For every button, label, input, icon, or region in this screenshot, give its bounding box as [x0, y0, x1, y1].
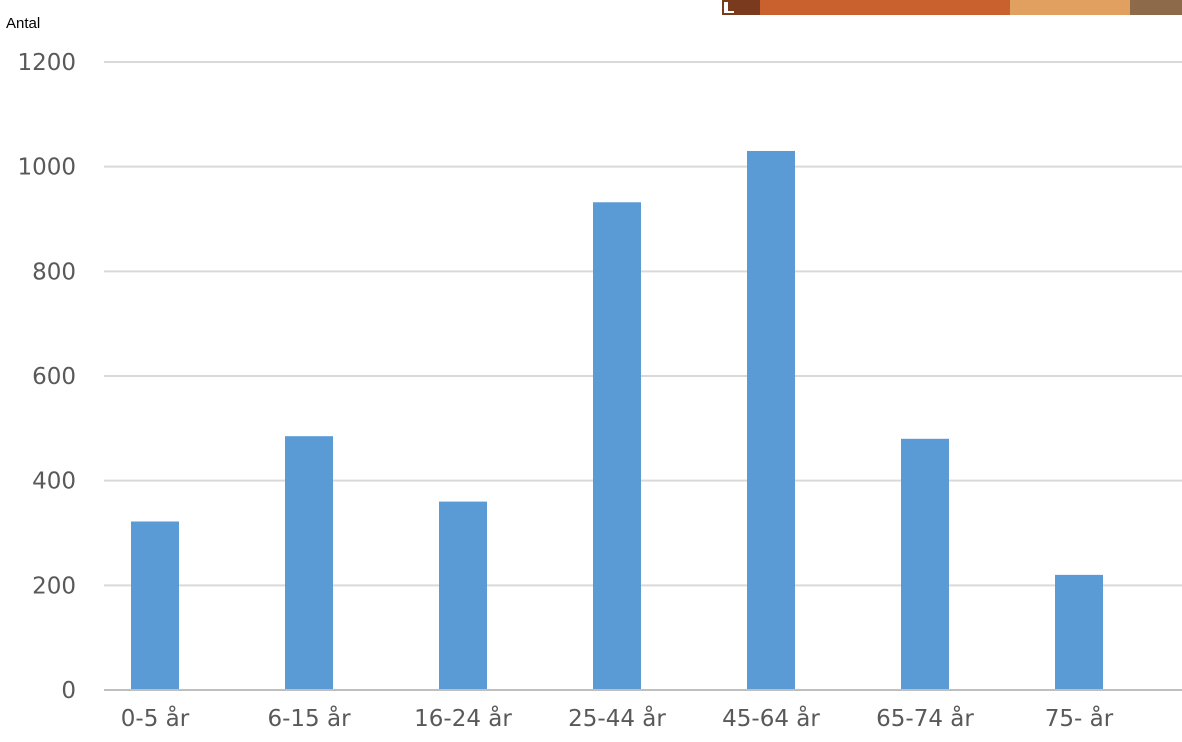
- x-tick-label: 16-24 år: [414, 704, 512, 732]
- x-tick-label: 6-15 år: [267, 704, 351, 732]
- y-tick-label: 600: [32, 364, 76, 390]
- corner-photo-image: [722, 0, 1182, 15]
- x-tick-label: 0-5 år: [121, 704, 190, 732]
- y-tick-label: 1000: [17, 155, 76, 181]
- y-tick-label: 400: [32, 469, 76, 495]
- bar: [901, 438, 949, 690]
- x-tick-label: 75- år: [1045, 704, 1114, 732]
- bar: [1055, 574, 1103, 690]
- y-axis-label: Antal: [6, 15, 40, 32]
- bar: [747, 150, 795, 690]
- y-tick-label: 200: [32, 573, 76, 599]
- y-tick-label: 800: [32, 259, 76, 285]
- y-tick-label: 1200: [17, 50, 76, 76]
- tick-labels: 0 200 400 600 800 1000 1200 0-5 år 6-15 år 16-24 …: [17, 50, 1113, 732]
- x-tick-label: 65-74 år: [876, 704, 974, 732]
- bar: [593, 202, 641, 690]
- bar: [439, 501, 487, 690]
- bars: [131, 150, 1103, 690]
- bar: [285, 436, 333, 690]
- x-tick-label: 25-44 år: [568, 704, 666, 732]
- gridlines: [104, 61, 1182, 587]
- bar: [131, 521, 179, 690]
- x-tick-label: 45-64 år: [722, 704, 820, 732]
- y-tick-label: 0: [61, 678, 76, 704]
